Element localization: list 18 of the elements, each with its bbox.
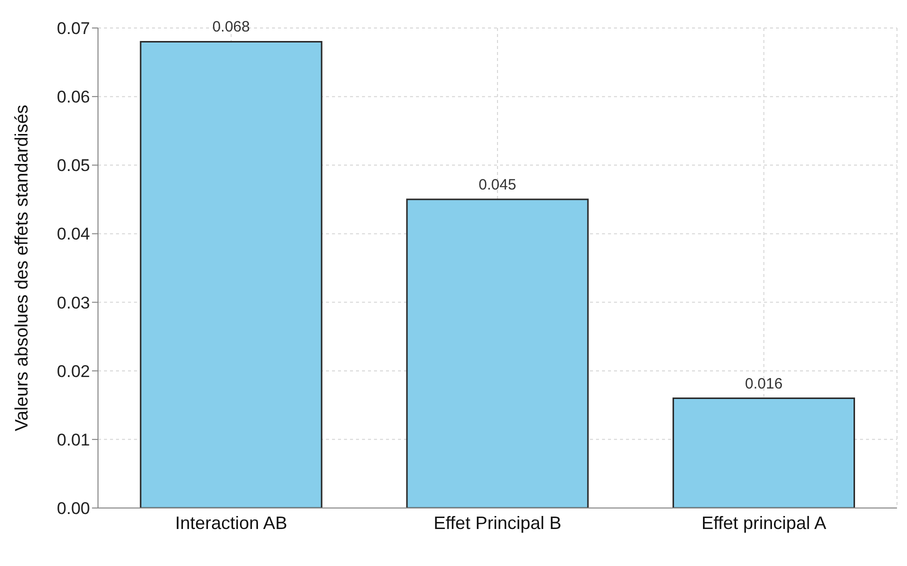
data-label: 0.068 (212, 18, 250, 36)
y-axis-title: Valeurs absolues des effets standardisés (11, 104, 32, 432)
x-tick-label: Effet principal A (701, 512, 826, 533)
bar (672, 398, 856, 508)
y-tick-label: 0.05 (56, 156, 90, 176)
y-tick-label: 0.04 (56, 224, 90, 244)
y-tick-label: 0.03 (56, 293, 90, 312)
bar (406, 198, 589, 508)
y-tick-label: 0.02 (56, 362, 90, 381)
data-label: 0.016 (745, 375, 783, 392)
y-tick-label: 0.01 (56, 430, 90, 450)
y-tick-label: 0.07 (56, 19, 90, 38)
y-tick-label: 0.06 (56, 88, 90, 107)
y-tick-label: 0.00 (56, 499, 90, 518)
x-tick-label: Interaction AB (175, 512, 288, 533)
x-tick-label: Effet Principal B (434, 512, 562, 533)
data-label: 0.045 (478, 176, 516, 194)
bar (140, 40, 322, 508)
